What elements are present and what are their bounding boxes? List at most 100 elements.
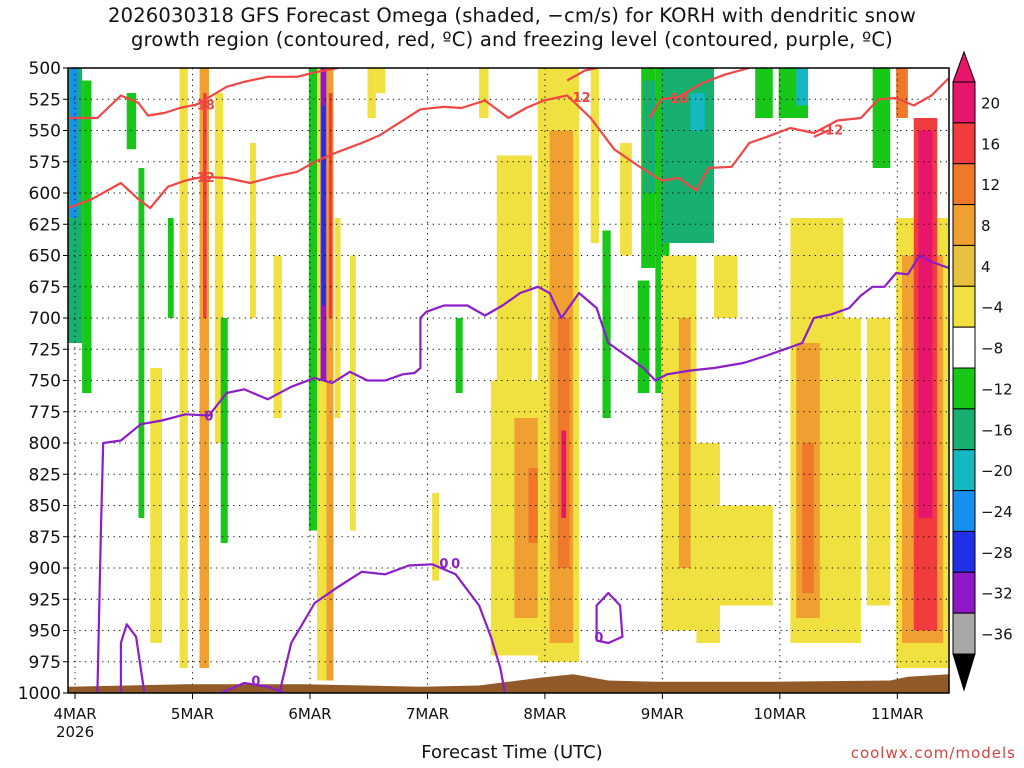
x-tick-label-1: 5MAR	[171, 705, 214, 723]
omega-cell-40	[637, 280, 650, 393]
colorbar-cell-6	[952, 326, 976, 369]
omega-cell-7	[179, 68, 188, 668]
y-tick-label-600: 600	[29, 184, 61, 204]
freezing-contour-label-1: 0	[439, 557, 448, 572]
colorbar-label-6: −8	[981, 340, 1003, 358]
y-tick-label-875: 875	[29, 528, 61, 548]
y-tick-label-900: 900	[29, 559, 61, 579]
omega-cell-23	[375, 68, 386, 93]
omega-cell-12	[250, 143, 256, 318]
omega-cell-62	[918, 130, 933, 518]
y-tick-label-500: 500	[29, 59, 61, 79]
omega-cell-8	[199, 68, 209, 668]
x-tick-label-5: 9MAR	[641, 705, 684, 723]
omega-cell-39	[643, 80, 656, 193]
colorbar-bottom-arrow	[952, 653, 976, 692]
omega-cell-18	[326, 68, 334, 681]
y-tick-label-800: 800	[29, 434, 61, 454]
omega-cell-35	[590, 68, 599, 243]
freezing-contour-label-2: 0	[251, 675, 260, 690]
omega-cell-5	[167, 218, 174, 318]
chart-title-line-1: 2026030318 GFS Forecast Omega (shaded, −…	[107, 4, 916, 27]
y-tick-label-850: 850	[29, 497, 61, 517]
colorbar-cell-1	[952, 122, 976, 165]
y-tick-label-650: 650	[29, 247, 61, 267]
chart-title-line-2: growth region (contoured, red, ºC) and f…	[131, 28, 893, 51]
colorbar-label-8: −16	[981, 421, 1013, 439]
colorbar-label-12: −32	[981, 585, 1013, 603]
x-tick-label-6: 10MAR	[753, 705, 806, 723]
x-tick-label-3: 7MAR	[406, 705, 449, 723]
y-tick-label-675: 675	[29, 278, 61, 298]
y-tick-label-525: 525	[29, 90, 61, 110]
dendritic-contour-line-4	[813, 128, 832, 138]
omega-cell-57	[866, 318, 891, 606]
colorbar-cell-3	[952, 204, 976, 246]
y-tick-label-625: 625	[29, 215, 61, 235]
omega-cell-37	[620, 143, 632, 256]
y-tick-label-775: 775	[29, 403, 61, 423]
dendritic-contour-line-0	[68, 68, 339, 120]
omega-cell-21	[349, 255, 356, 531]
freezing-contour-line-0	[96, 254, 949, 693]
dendritic-contour-label-4: -12	[820, 123, 844, 138]
omega-cell-43	[690, 93, 705, 131]
omega-cell-26	[479, 68, 489, 118]
x-tick-label-4: 8MAR	[523, 705, 566, 723]
x-tick-label-0: 4MAR	[53, 705, 96, 723]
dendritic-contour-label-2: -12	[567, 91, 591, 106]
omega-cell-14	[308, 68, 318, 531]
dendritic-contour-label-1: -12	[191, 171, 215, 186]
omega-cell-48	[719, 505, 773, 606]
omega-cell-20	[334, 218, 341, 418]
omega-cell-34	[561, 430, 567, 518]
freezing-contour-line-2	[220, 681, 286, 693]
omega-cell-19	[328, 93, 333, 318]
colorbar-label-4: 4	[981, 258, 991, 276]
colorbar-label-0: 20	[981, 94, 1000, 112]
omega-cell-9	[203, 93, 207, 318]
credit-link[interactable]: coolwx.com/models	[850, 744, 1016, 762]
omega-cell-3	[126, 93, 137, 150]
dendritic-contour-label-3: -18	[665, 92, 689, 107]
colorbar-label-1: 16	[981, 135, 1000, 153]
colorbar-cell-5	[952, 285, 976, 328]
y-tick-label-550: 550	[29, 122, 61, 142]
colorbar-cell-0	[952, 81, 976, 124]
omega-cell-13	[273, 255, 282, 418]
omega-cell-11	[220, 318, 228, 543]
omega-cell-30	[528, 468, 541, 543]
omega-cell-47	[714, 255, 738, 318]
omega-cell-36	[602, 230, 611, 418]
omega-cell-51	[796, 68, 809, 106]
omega-cell-55	[837, 318, 861, 643]
omega-cell-6	[150, 368, 162, 643]
dendritic-contours-layer: -18 -12 -12 -18 -12	[68, 68, 949, 210]
y-axis: 500 525 550 575 600 625 650 675 700 725 750 775 800 8…	[18, 59, 68, 704]
x-tick-label-2: 6MAR	[288, 705, 331, 723]
x-axis-title: Forecast Time (UTC)	[421, 742, 603, 763]
colorbar-cell-8	[952, 408, 976, 451]
colorbar-cell-9	[952, 449, 976, 492]
freezing-contour-label-4: 0	[594, 631, 603, 646]
omega-cell-46	[696, 443, 720, 643]
omega-cell-10	[214, 93, 224, 443]
omega-cell-56	[872, 68, 891, 168]
colorbar: 20 16 12 8 4 −4 −8 −12 −16 −20 −24 −28 −32 −36	[952, 50, 1013, 692]
omega-cell-22	[367, 68, 376, 118]
colorbar-cell-12	[952, 571, 976, 614]
y-tick-label-700: 700	[29, 309, 61, 329]
colorbar-cell-4	[952, 244, 976, 287]
omega-cell-1	[70, 68, 78, 218]
terrain-area	[68, 674, 949, 693]
dendritic-contour-line-1	[68, 77, 949, 210]
y-tick-label-825: 825	[29, 465, 61, 485]
freezing-contour-label-0: 0	[204, 410, 213, 425]
omega-cell-4	[138, 168, 145, 518]
colorbar-cell-10	[952, 490, 976, 532]
freezing-contour-label-3: 0	[451, 557, 460, 572]
dendritic-contour-label-0: -18	[191, 98, 215, 113]
colorbar-label-7: −12	[981, 380, 1013, 398]
